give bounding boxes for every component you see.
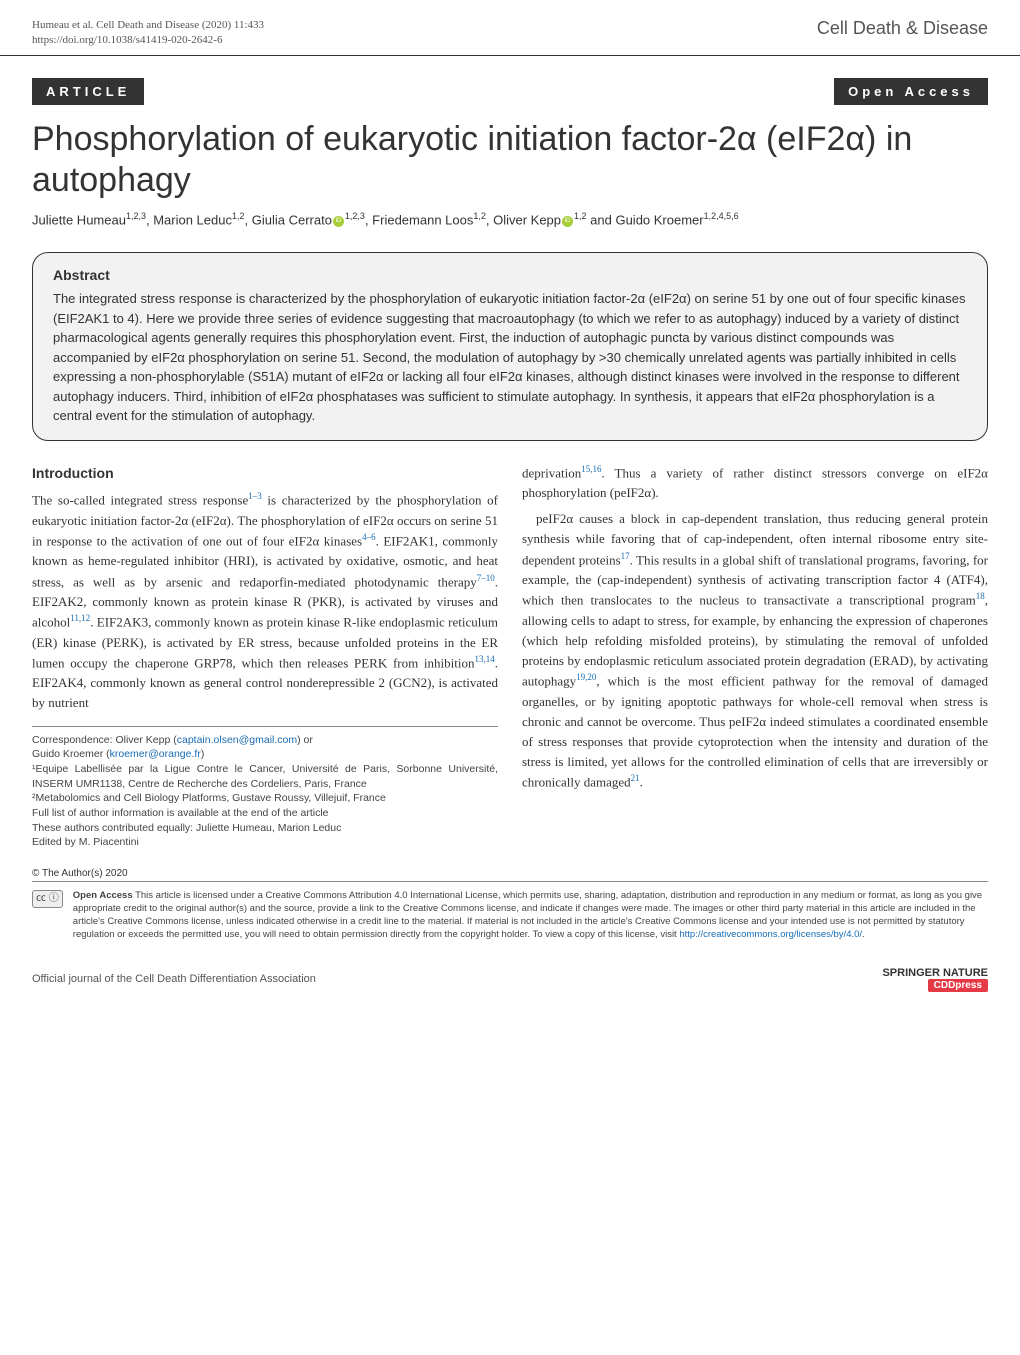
doi-line: https://doi.org/10.1038/s41419-020-2642-…	[32, 33, 264, 48]
col2-para2: peIF2α causes a block in cap-dependent t…	[522, 509, 988, 792]
license-link[interactable]: http://creativecommons.org/licenses/by/4…	[679, 929, 862, 940]
affiliation-2: ²Metabolomics and Cell Biology Platforms…	[32, 791, 498, 806]
citation-block: Humeau et al. Cell Death and Disease (20…	[32, 18, 264, 49]
journal-name: Cell Death & Disease	[817, 18, 988, 39]
col2-para1: deprivation15,16. Thus a variety of rath…	[522, 463, 988, 504]
license-link-after: .	[862, 929, 865, 940]
publisher-logo: SPRINGER NATURE CDDpress	[882, 967, 988, 991]
footer-left: Official journal of the Cell Death Diffe…	[32, 973, 316, 985]
corr-email1[interactable]: captain.olsen@gmail.com	[177, 734, 297, 746]
corr-label2b: )	[201, 748, 205, 760]
license-block: ㏄ ⓘ Open Access This article is licensed…	[32, 881, 988, 941]
open-access-tag: Open Access	[834, 78, 988, 105]
header-meta: Humeau et al. Cell Death and Disease (20…	[0, 0, 1020, 56]
author-list: Juliette Humeau1,2,3, Marion Leduc1,2, G…	[32, 210, 988, 230]
intro-para1: The so-called integrated stress response…	[32, 490, 498, 713]
intro-heading: Introduction	[32, 463, 498, 485]
paper-title: Phosphorylation of eukaryotic initiation…	[32, 119, 988, 201]
corr-email2[interactable]: kroemer@orange.fr	[110, 748, 201, 760]
corr-label2: Guido Kroemer (	[32, 748, 110, 760]
divider	[32, 726, 498, 727]
corr-label1b: ) or	[297, 734, 313, 746]
affiliation-5: Edited by M. Piacentini	[32, 835, 498, 850]
body-columns: Introduction The so-called integrated st…	[32, 463, 988, 850]
open-access-bold: Open Access	[73, 890, 133, 901]
copyright-line: © The Author(s) 2020	[32, 868, 988, 879]
citation-line: Humeau et al. Cell Death and Disease (20…	[32, 18, 264, 33]
page-footer: Official journal of the Cell Death Diffe…	[0, 959, 1020, 1009]
license-text: Open Access This article is licensed und…	[73, 890, 988, 941]
column-left: Introduction The so-called integrated st…	[32, 463, 498, 850]
cdd-badge: CDDpress	[928, 979, 988, 992]
abstract-heading: Abstract	[53, 267, 967, 283]
affiliation-4: These authors contributed equally: Julie…	[32, 821, 498, 836]
springer-text: SPRINGER NATURE	[882, 967, 988, 979]
article-bar: ARTICLE Open Access	[32, 78, 988, 105]
column-right: deprivation15,16. Thus a variety of rath…	[522, 463, 988, 850]
abstract-text: The integrated stress response is charac…	[53, 289, 967, 426]
abstract-box: Abstract The integrated stress response …	[32, 252, 988, 441]
cc-icon: ㏄ ⓘ	[32, 890, 63, 908]
affiliation-1: ¹Equipe Labellisée par la Ligue Contre l…	[32, 762, 498, 791]
correspondence-block: Correspondence: Oliver Kepp (captain.ols…	[32, 733, 498, 851]
affiliation-3: Full list of author information is avail…	[32, 806, 498, 821]
corr-label: Correspondence: Oliver Kepp (	[32, 734, 177, 746]
article-tag: ARTICLE	[32, 78, 144, 105]
